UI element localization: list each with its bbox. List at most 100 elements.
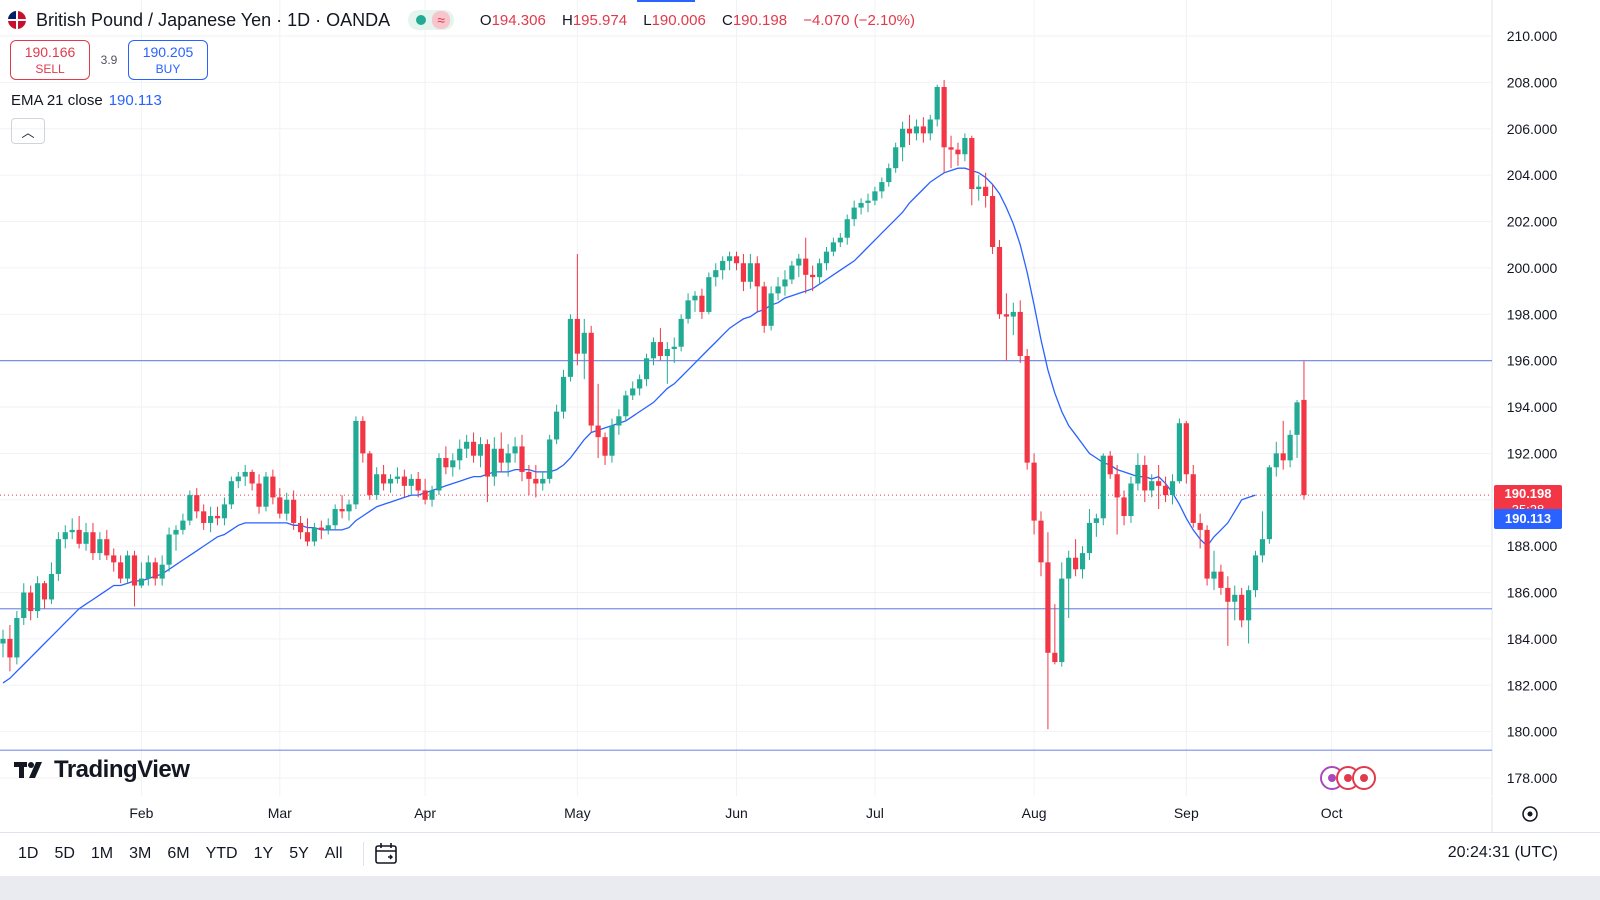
candle-body bbox=[934, 87, 940, 120]
candle-body bbox=[1128, 483, 1134, 516]
candle-body bbox=[1107, 455, 1113, 475]
candle-body bbox=[311, 527, 317, 542]
candle-body bbox=[623, 395, 629, 417]
candle-body bbox=[304, 532, 311, 542]
candle-body bbox=[789, 265, 795, 280]
candle-body bbox=[699, 295, 705, 312]
candle-body bbox=[893, 147, 899, 169]
candle-body bbox=[969, 138, 975, 190]
candle-body bbox=[214, 515, 221, 519]
candle-body bbox=[1280, 453, 1286, 461]
candle-body bbox=[1052, 652, 1058, 663]
date-range-calendar-icon[interactable] bbox=[374, 842, 400, 866]
sell-button[interactable]: 190.166 SELL bbox=[10, 40, 90, 80]
candle-body bbox=[138, 578, 144, 586]
low-key: L bbox=[643, 11, 652, 29]
candle-body bbox=[1204, 529, 1210, 579]
candle-body bbox=[291, 499, 297, 523]
candle-body bbox=[512, 446, 518, 454]
ema-legend[interactable]: EMA 21 close 190.113 bbox=[11, 92, 162, 109]
ema-name: EMA 21 close bbox=[11, 92, 103, 109]
candle-body bbox=[1038, 520, 1044, 563]
candle-body bbox=[886, 168, 892, 183]
candle-body bbox=[851, 207, 857, 220]
timeframe-ytd[interactable]: YTD bbox=[205, 845, 238, 862]
candle-body bbox=[41, 583, 48, 600]
candle-body bbox=[1017, 311, 1023, 356]
candle-body bbox=[249, 471, 255, 484]
candle-body bbox=[976, 186, 982, 190]
collapse-legend-button[interactable]: ︿ bbox=[11, 118, 45, 144]
candle-body bbox=[1239, 594, 1245, 621]
data-delay-icon: ≈ bbox=[432, 11, 450, 29]
candle-body bbox=[588, 332, 594, 426]
sell-price: 190.166 bbox=[24, 44, 76, 60]
candle-body bbox=[346, 504, 352, 512]
candle-body bbox=[1121, 497, 1127, 516]
candle-body bbox=[21, 592, 27, 619]
open-value: 194.306 bbox=[491, 11, 546, 29]
tradingview-logo: TradingView bbox=[14, 756, 190, 784]
tradingview-logo-icon bbox=[14, 762, 42, 778]
candle-body bbox=[1190, 474, 1196, 523]
candle-body bbox=[720, 260, 726, 271]
candle-body bbox=[609, 425, 615, 456]
close-value: 190.198 bbox=[732, 11, 788, 29]
open-key: O bbox=[479, 11, 492, 29]
candle-body bbox=[1142, 464, 1148, 491]
candle-body bbox=[1252, 555, 1259, 591]
candle-body bbox=[816, 263, 823, 278]
candle-body bbox=[519, 446, 525, 472]
timeframe-6m[interactable]: 6M bbox=[167, 845, 190, 862]
candle-body bbox=[1149, 481, 1155, 491]
utc-clock[interactable]: 20:24:31 (UTC) bbox=[1447, 844, 1558, 861]
timeframe-1y[interactable]: 1Y bbox=[253, 845, 274, 862]
x-tick-label: Feb bbox=[129, 805, 153, 821]
timeframe-5d[interactable]: 5D bbox=[54, 845, 75, 862]
events-markers[interactable] bbox=[1320, 766, 1376, 790]
candle-body bbox=[498, 448, 504, 463]
x-tick-label: Aug bbox=[1022, 805, 1047, 821]
y-tick-label: 210.000 bbox=[1507, 28, 1558, 44]
candle-body bbox=[837, 237, 843, 243]
candle-body bbox=[768, 293, 774, 326]
candle-body bbox=[242, 471, 248, 477]
y-tick-label: 194.000 bbox=[1507, 399, 1558, 415]
candle-body bbox=[1225, 587, 1231, 602]
timeframe-1m[interactable]: 1M bbox=[90, 845, 114, 862]
chart-header: British Pound / Japanese Yen · 1D · OAND… bbox=[8, 8, 921, 32]
market-status-pill[interactable]: ≈ bbox=[408, 10, 454, 30]
x-tick-label: Oct bbox=[1321, 805, 1343, 821]
symbol-title[interactable]: British Pound / Japanese Yen · 1D · OAND… bbox=[36, 9, 391, 30]
timeframe-1d[interactable]: 1D bbox=[18, 845, 39, 862]
candle-body bbox=[630, 388, 636, 396]
candle-body bbox=[1183, 423, 1189, 475]
candle-body bbox=[1079, 553, 1086, 570]
candle-body bbox=[443, 458, 449, 468]
axis-settings-icon[interactable] bbox=[1522, 806, 1538, 822]
candle-body bbox=[367, 453, 373, 496]
candle-body bbox=[1010, 311, 1016, 317]
price-chart[interactable]: 210.000 208.000 206.000 204.000 202.000 200.0… bbox=[0, 0, 1600, 832]
y-tick-label: 188.000 bbox=[1507, 538, 1558, 554]
candle-body bbox=[374, 474, 380, 496]
timeframe-all[interactable]: All bbox=[324, 845, 343, 862]
timeframe-3m[interactable]: 3M bbox=[129, 845, 152, 862]
candle-body bbox=[297, 522, 304, 533]
low-value: 190.006 bbox=[651, 11, 706, 29]
candle-body bbox=[803, 258, 809, 275]
timeframe-5y[interactable]: 5Y bbox=[289, 845, 309, 862]
candle-body bbox=[913, 126, 920, 134]
buy-button[interactable]: 190.205 BUY bbox=[128, 40, 208, 80]
candle-body bbox=[187, 495, 193, 521]
candle-body bbox=[685, 300, 691, 319]
candle-body bbox=[747, 263, 753, 282]
event-marker-red-2-icon[interactable] bbox=[1352, 766, 1376, 790]
candle-body bbox=[325, 525, 331, 530]
candle-body bbox=[131, 555, 138, 586]
candle-body bbox=[152, 562, 158, 579]
ema-price-label: 190.113 bbox=[1494, 509, 1562, 530]
candle-body bbox=[1287, 434, 1293, 461]
candle-body bbox=[554, 411, 560, 440]
candle-body bbox=[1086, 522, 1093, 554]
